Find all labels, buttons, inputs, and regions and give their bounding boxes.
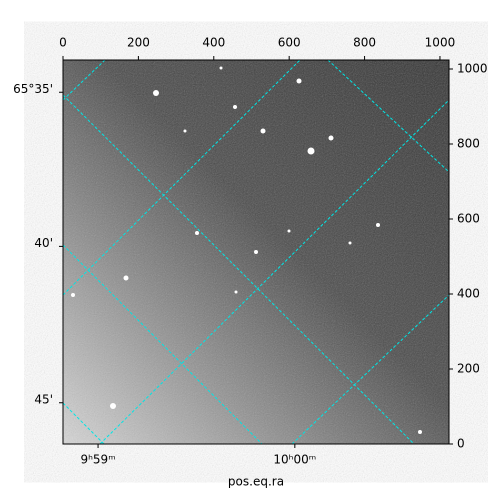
x-tick-label: 1000 <box>425 36 456 50</box>
x-tick-label: 400 <box>202 36 225 50</box>
coordinate-grid <box>63 60 449 444</box>
y-tick-label: 400 <box>457 287 480 301</box>
x-tick-label: 800 <box>353 36 376 50</box>
ra-tick-label: 9ʰ59ᵐ <box>80 453 115 467</box>
y-tick-label: 1000 <box>457 62 488 76</box>
y-tick-label: 200 <box>457 362 480 376</box>
x-axis-label: pos.eq.ra <box>228 475 284 489</box>
y-tick-label: 0 <box>457 437 465 451</box>
axes-frame <box>62 59 450 445</box>
dec-tick-label: 45' <box>34 392 53 406</box>
y-tick-label: 600 <box>457 212 480 226</box>
dec-tick-label: 40' <box>34 236 53 250</box>
x-tick-label: 600 <box>278 36 301 50</box>
dec-tick-label: 65°35' <box>13 82 53 96</box>
stars <box>71 66 422 434</box>
y-tick-label: 800 <box>457 137 480 151</box>
x-tick-label: 200 <box>127 36 150 50</box>
ra-tick-label: 10ʰ00ᵐ <box>273 453 316 467</box>
x-tick-label: 0 <box>59 36 67 50</box>
